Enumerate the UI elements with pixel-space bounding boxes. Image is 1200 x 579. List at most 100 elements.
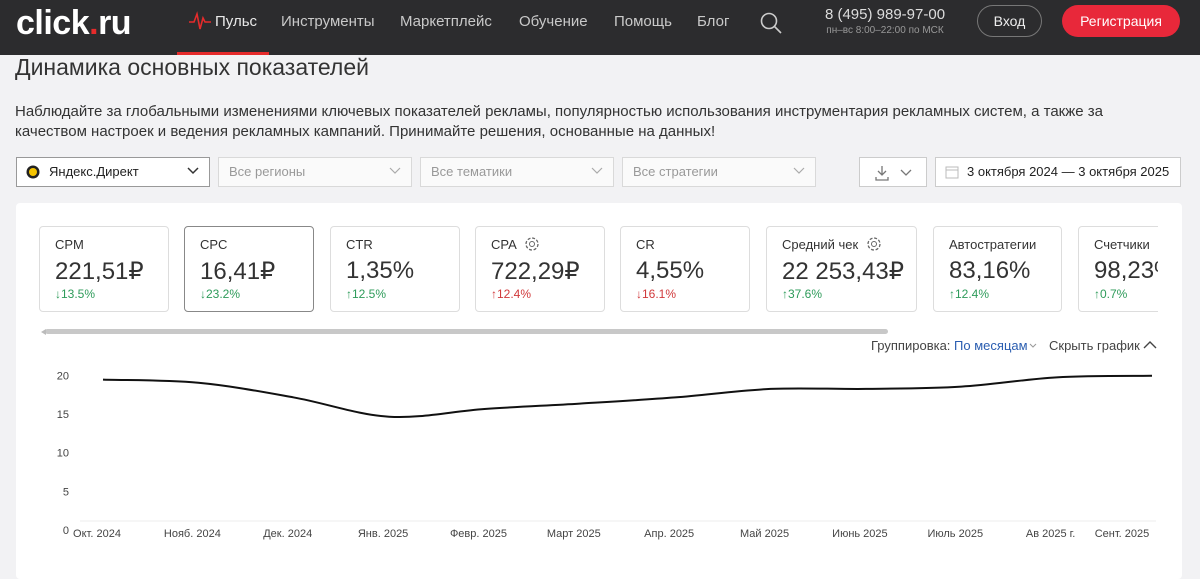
hours: пн–вс 8:00–22:00 по МСК (826, 25, 944, 36)
metric-card[interactable]: CPM 221,51₽ ↓13.5% (39, 226, 169, 312)
x-tick-label: Сент. 2025 (1095, 528, 1150, 540)
metric-value: 98,23% (1094, 257, 1158, 284)
y-tick-label: 10 (57, 448, 69, 460)
metric-name: Автостратегии (949, 237, 1037, 252)
scrollbar[interactable] (45, 329, 888, 334)
metric-value: 83,16% (949, 257, 1031, 284)
metric-value: 22 253,43₽ (782, 258, 905, 285)
metric-name: CPM (55, 237, 84, 252)
metric-value: 722,29₽ (491, 258, 580, 285)
logo-text: click (16, 4, 90, 42)
logo[interactable]: click.ru (16, 4, 132, 43)
grouping[interactable]: Группировка: По месяцам (871, 338, 1038, 353)
nav-link[interactable]: Инструменты (281, 13, 375, 30)
chevron (1029, 343, 1036, 348)
filter-text: Все регионы (229, 164, 306, 179)
metric-card[interactable]: Автостратегии 83,16% ↑12.4% (933, 226, 1062, 312)
settings-icon[interactable] (523, 235, 541, 253)
register-button[interactable]: Регистрация (1062, 5, 1180, 37)
metric-value: 221,51₽ (55, 258, 144, 285)
logo-dot: . (89, 4, 99, 42)
date-text: 3 октября 2024 — 3 октября 2025 (967, 164, 1170, 179)
pulse-icon (189, 11, 211, 30)
x-tick-label: Март 2025 (547, 528, 601, 540)
metric-card[interactable]: CR 4,55% ↓16.1% (620, 226, 750, 312)
metric-change: ↓16.1% (636, 287, 677, 301)
scroll-arrow[interactable] (40, 328, 48, 336)
grouping-label: Группировка: (871, 338, 951, 353)
yandex-icon (26, 165, 40, 179)
x-tick-label: Июль 2025 (927, 528, 983, 540)
nav-underline (177, 52, 269, 55)
calendar-icon (945, 166, 959, 179)
metric-name: CTR (346, 237, 373, 252)
grouping-value: По месяцам (954, 338, 1028, 353)
metric-name: CPA (491, 237, 517, 252)
y-tick-label: 20 (57, 370, 69, 382)
nav-link[interactable]: Пульс (215, 13, 258, 30)
x-tick-label: Нояб. 2024 (164, 528, 221, 540)
metric-value: 16,41₽ (200, 258, 276, 285)
filter-select[interactable]: Все регионы (218, 157, 412, 187)
metric-card[interactable]: CTR 1,35% ↑12.5% (330, 226, 460, 312)
phone[interactable]: 8 (495) 989-97-00 (824, 6, 946, 23)
metric-value: 4,55% (636, 257, 705, 284)
chart: 0 5 10 15 20 Окт. 2024 Нояб. 2024 Дек. 2024 Янв.… (57, 370, 1156, 540)
x-tick-label: Дек. 2024 (263, 528, 312, 540)
metric-change: ↓13.5% (55, 287, 96, 301)
x-tick-label: Февр. 2025 (450, 528, 507, 540)
filter-select[interactable]: Все тематики (420, 157, 614, 187)
metric-change: ↑37.6% (782, 287, 823, 301)
login-button[interactable]: Вход (977, 5, 1042, 37)
hide-chart[interactable]: Скрыть график (1049, 338, 1157, 353)
description: Наблюдайте за глобальными изменениями кл… (15, 103, 1103, 140)
metric-change: ↑0.7% (1094, 287, 1128, 301)
metric-card[interactable]: CPC 16,41₽ ↓23.2% (184, 226, 314, 312)
metric-change: ↓23.2% (200, 287, 241, 301)
chevron (591, 167, 603, 174)
metric-value: 1,35% (346, 257, 415, 284)
logo-text: ru (98, 4, 132, 42)
search-icon[interactable] (759, 11, 783, 35)
chevron (187, 167, 199, 175)
filter-select[interactable]: Яндекс.Директ (16, 157, 210, 187)
date-range[interactable]: 3 октября 2024 — 3 октября 2025 (935, 157, 1181, 187)
download-button[interactable] (859, 157, 927, 187)
metric-name: Счетчики (1094, 237, 1150, 252)
metric-name: CPC (200, 237, 228, 252)
y-tick-label: 15 (57, 409, 69, 421)
metric-change: ↑12.5% (346, 287, 387, 301)
filter-text: Яндекс.Директ (49, 164, 139, 179)
metric-name: CR (636, 237, 655, 252)
metric-card[interactable]: Средний чек 22 253,43₽ ↑37.6% (766, 226, 917, 312)
metric-change: ↑12.4% (949, 287, 990, 301)
nav-link[interactable]: Блог (697, 13, 730, 30)
filter-text: Все стратегии (633, 164, 718, 179)
x-tick-label: Окт. 2024 (73, 528, 121, 540)
nav-link[interactable]: Помощь (614, 13, 672, 30)
nav-link[interactable]: Обучение (519, 13, 588, 30)
nav-link[interactable]: Маркетплейс (400, 13, 492, 30)
chevron-up (1143, 341, 1157, 349)
metric-card[interactable]: Счетчики 98,23% ↑0.7% (1078, 226, 1158, 312)
filter-text: Все тематики (431, 164, 513, 179)
y-tick-label: 0 (63, 525, 69, 537)
metric-name: Средний чек (782, 237, 859, 252)
settings-icon[interactable] (865, 235, 883, 253)
x-tick-label: Июнь 2025 (832, 528, 888, 540)
metric-card[interactable]: CPA 722,29₽ ↑12.4% (475, 226, 605, 312)
metric-cards: CPM 221,51₽ ↓13.5% CPC 16,41₽ ↓23.2% CTR 1,35% ↑… (39, 226, 1158, 312)
page-title: Динамика основных показателей (15, 54, 369, 80)
x-tick-label: Апр. 2025 (644, 528, 694, 540)
chevron (389, 167, 401, 174)
y-tick-label: 5 (63, 486, 69, 498)
x-tick-label: Май 2025 (740, 528, 789, 540)
filter-select[interactable]: Все стратегии (622, 157, 816, 187)
download-icon (875, 166, 912, 181)
metric-change: ↑12.4% (491, 287, 532, 301)
x-tick-label: Ав 2025 г. (1026, 528, 1076, 540)
data-line (102, 374, 1153, 419)
hide-chart-text: Скрыть график (1049, 338, 1140, 353)
